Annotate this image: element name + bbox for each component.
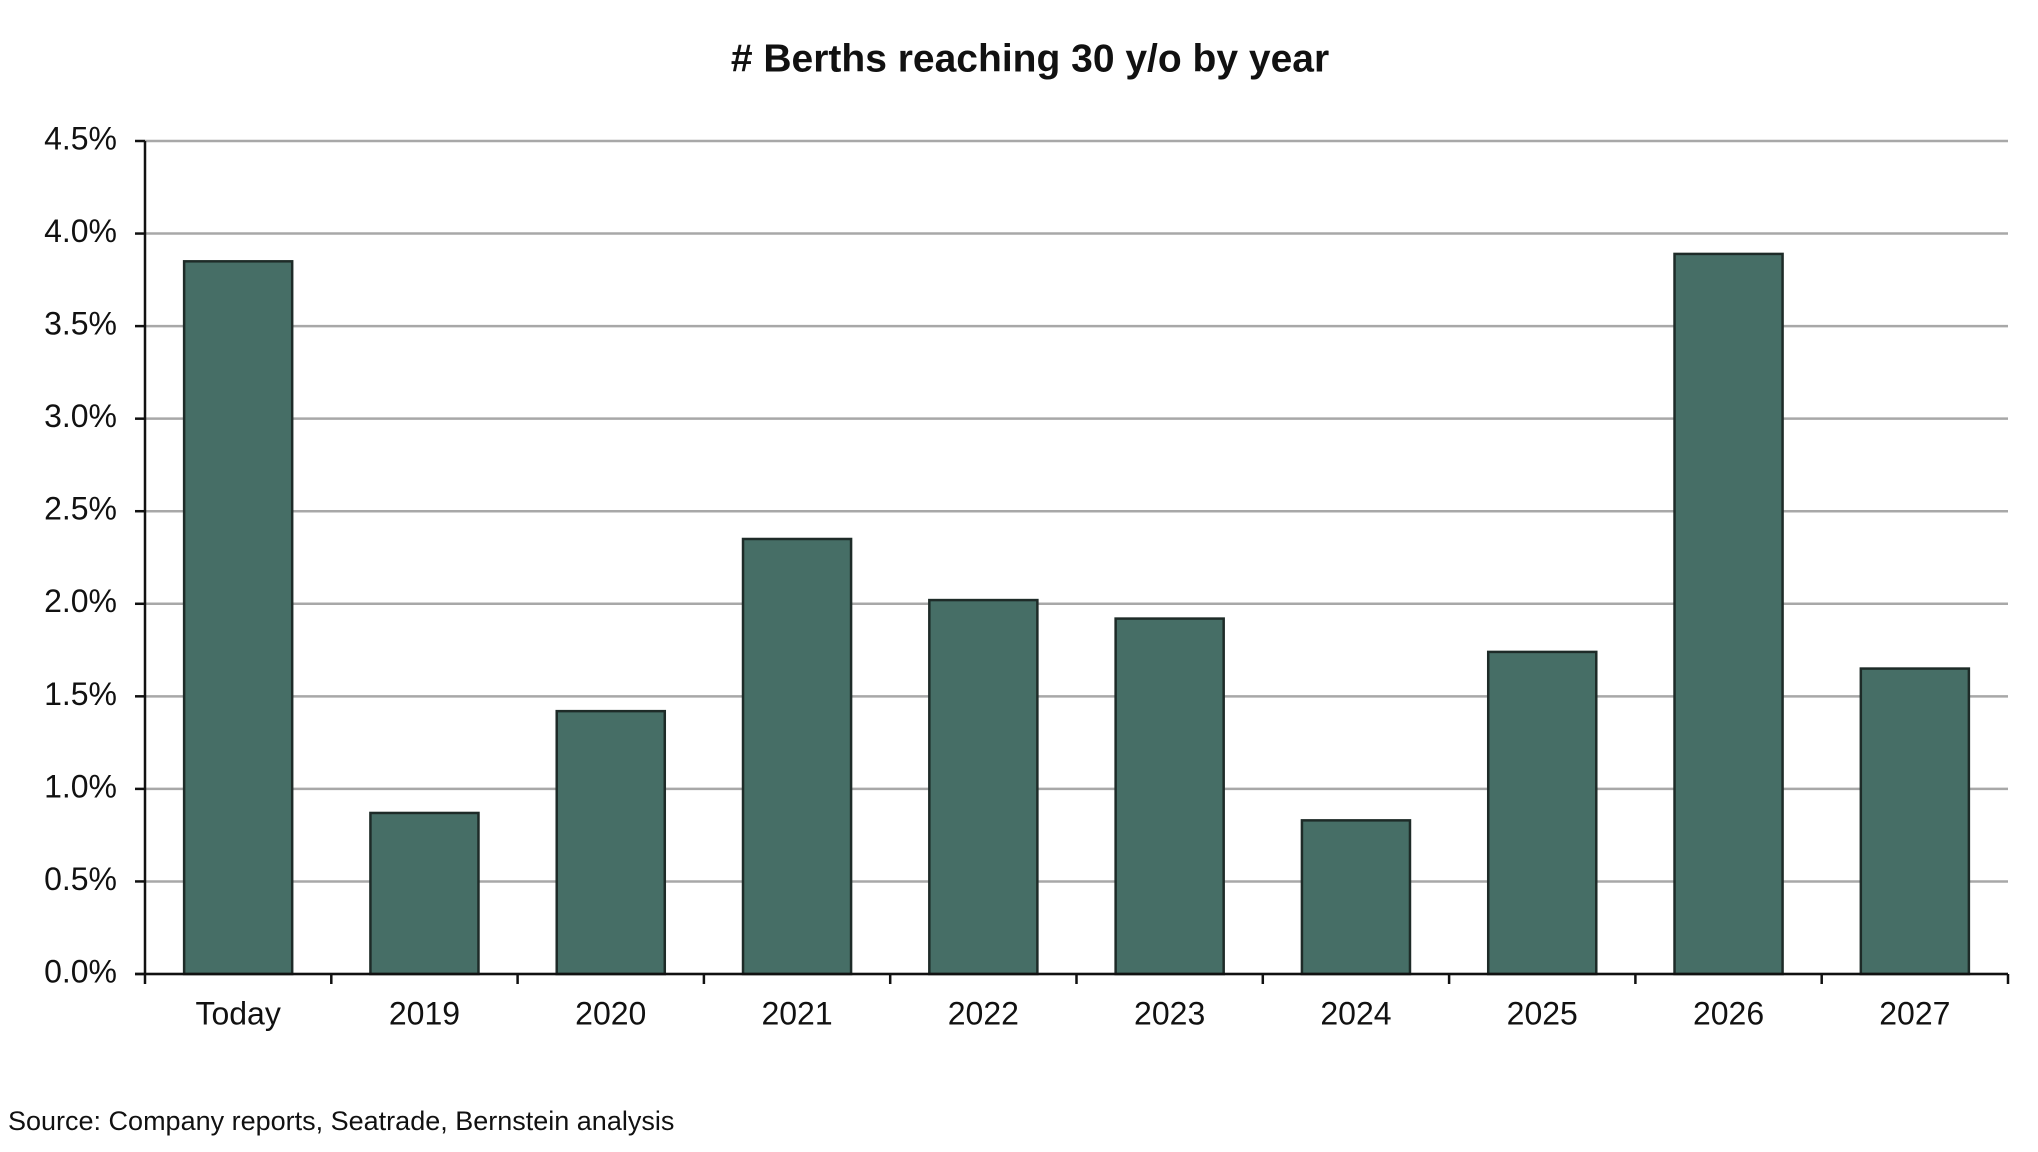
bar [1114, 617, 1225, 976]
y-tick-label: 3.5% [44, 306, 117, 342]
bar [369, 811, 480, 976]
bar [555, 709, 667, 976]
y-tick-label: 3.0% [44, 398, 117, 434]
x-tick-label: 2024 [1320, 995, 1391, 1031]
x-tick-label: 2026 [1693, 995, 1764, 1031]
x-tick-label: 2025 [1507, 995, 1578, 1031]
bar [741, 537, 853, 976]
x-tick-label: 2027 [1879, 995, 1950, 1031]
y-tick-label: 1.5% [44, 676, 117, 712]
x-tick-label: 2022 [948, 995, 1019, 1031]
y-tick-label: 0.0% [44, 953, 117, 989]
y-tick-label: 4.5% [44, 120, 117, 156]
x-tick-label: 2020 [575, 995, 646, 1031]
source-note: Source: Company reports, Seatrade, Berns… [8, 1106, 674, 1136]
x-tick-label: 2021 [761, 995, 832, 1031]
bar [1300, 819, 1412, 976]
x-tick-label: Today [195, 995, 280, 1031]
x-tick-label: 2023 [1134, 995, 1205, 1031]
bar [182, 260, 294, 976]
y-tick-label: 2.5% [44, 491, 117, 527]
bar [1859, 667, 1971, 976]
bar [1486, 650, 1598, 976]
chart-title: # Berths reaching 30 y/o by year [731, 37, 1329, 80]
bar [1673, 252, 1784, 976]
y-tick-label: 0.5% [44, 861, 117, 897]
y-tick-label: 1.0% [44, 768, 117, 804]
bar [928, 598, 1039, 976]
y-tick-label: 4.0% [44, 213, 117, 249]
y-tick-label: 2.0% [44, 583, 117, 619]
x-tick-label: 2019 [389, 995, 460, 1031]
